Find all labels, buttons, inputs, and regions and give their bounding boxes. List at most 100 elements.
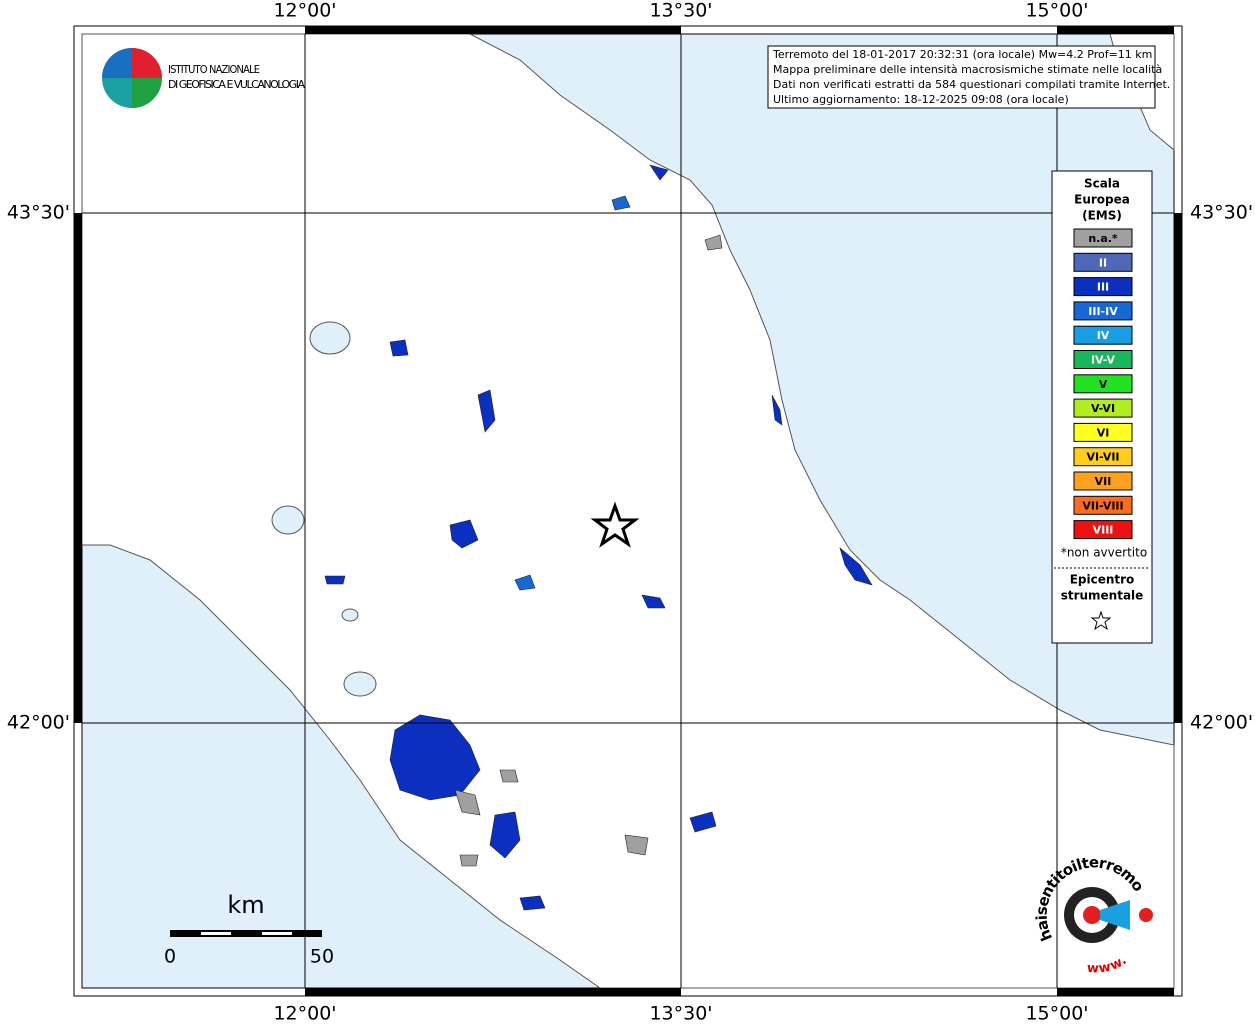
towns — [324, 164, 873, 911]
lake — [343, 671, 377, 697]
legend-label: III — [1097, 281, 1109, 294]
legend-title: (EMS) — [1082, 209, 1122, 223]
legend-swatch — [1073, 520, 1133, 540]
legend-label: VI — [1097, 426, 1110, 439]
legend-star — [1090, 610, 1112, 631]
town — [477, 389, 496, 433]
legend-label: II — [1099, 256, 1107, 269]
town — [611, 195, 631, 211]
town — [704, 234, 723, 251]
frame-bar — [1174, 213, 1182, 723]
logo-segment — [132, 48, 162, 78]
legend-label: IV — [1097, 329, 1110, 342]
legend-label: VI-VII — [1086, 451, 1119, 464]
town — [459, 854, 479, 867]
logo-text: DI GEOFISICA E VULCANOLOGIA — [168, 78, 305, 91]
legend-title: Europea — [1074, 193, 1130, 207]
legend-swatch — [1073, 277, 1133, 297]
town — [324, 575, 346, 585]
lake — [271, 505, 305, 535]
legend-label: V — [1099, 378, 1108, 391]
scale-bar-segment — [262, 932, 292, 935]
lon-label: 15°00' — [1025, 1003, 1088, 1025]
legend-title: Scala — [1084, 177, 1120, 191]
lon-label: 12°00' — [273, 0, 336, 22]
legend-note: *non avvertito — [1061, 546, 1147, 560]
scale-bar: km 0 50 — [164, 891, 334, 968]
legend-epicenter: Epicentro — [1070, 573, 1135, 587]
town — [689, 811, 717, 833]
info-line: Dati non verificati estratti da 584 ques… — [773, 78, 1170, 91]
lake — [341, 608, 359, 622]
legend-swatch — [1073, 325, 1133, 345]
legend-label: III-IV — [1088, 305, 1118, 318]
info-box: Terremoto del 18-01-2017 20:32:31 (ora l… — [767, 45, 1170, 109]
ingv-logo: ISTITUTO NAZIONALE DI GEOFISICA E VULCAN… — [102, 48, 305, 108]
lat-label: 43°30' — [7, 202, 70, 224]
legend-swatch — [1073, 228, 1133, 248]
town — [449, 519, 479, 549]
town — [389, 714, 481, 801]
town — [839, 547, 873, 586]
coordinate-labels: 12°00' 13°30' 15°00' 12°00' 13°30' 15°00… — [7, 0, 1253, 1025]
logo-text: ISTITUTO NAZIONALE — [168, 63, 260, 76]
legend-label: V-VI — [1091, 402, 1115, 415]
lon-label: 13°30' — [649, 1003, 712, 1025]
legend-label: VIII — [1093, 524, 1114, 537]
legend-swatch — [1073, 252, 1133, 272]
logo-dot — [1083, 906, 1101, 924]
frame-bars — [74, 26, 1182, 996]
frame-bar — [74, 213, 82, 723]
info-line: Terremoto del 18-01-2017 20:32:31 (ora l… — [772, 48, 1152, 61]
scale-bar-body — [170, 930, 322, 937]
lat-label: 42°00' — [7, 712, 70, 734]
legend-swatch — [1073, 350, 1133, 369]
lat-label: 42°00' — [1190, 712, 1253, 734]
frame-bar — [305, 26, 681, 34]
town — [771, 394, 783, 426]
info-line: Mappa preliminare delle intensità macros… — [773, 63, 1162, 76]
graticule — [82, 34, 1174, 988]
logo-segment — [132, 78, 162, 108]
lon-label: 13°30' — [649, 0, 712, 22]
frame-bar — [305, 988, 681, 996]
scale-unit: km — [227, 891, 264, 919]
legend-swatch — [1073, 471, 1133, 491]
legend-swatch — [1073, 422, 1133, 442]
logo-speaker — [1100, 900, 1130, 930]
town — [624, 834, 649, 856]
logo-question — [1139, 908, 1153, 922]
town — [514, 574, 536, 591]
legend-swatch — [1073, 447, 1133, 467]
info-frame — [767, 45, 1156, 109]
frame-bar — [1057, 26, 1174, 34]
frame-bar — [1057, 988, 1174, 996]
epicenter-star — [590, 501, 640, 548]
town — [641, 594, 666, 609]
town — [489, 811, 521, 859]
legend-swatch — [1073, 495, 1133, 515]
logo-segment — [102, 48, 132, 78]
town — [499, 769, 519, 783]
scale-bar-segment — [201, 932, 231, 935]
lat-label: 43°30' — [1190, 202, 1253, 224]
legend-epicenter: strumentale — [1061, 589, 1144, 603]
legend-swatch — [1073, 374, 1133, 394]
scale-label: 50 — [310, 946, 334, 968]
town — [389, 339, 409, 357]
lake — [309, 321, 351, 355]
lon-label: 15°00' — [1025, 0, 1088, 22]
land — [81, 33, 1175, 989]
legend: ScalaEuropea(EMS)n.a.*IIIIIIII-IVIVIV-VV… — [1051, 170, 1153, 644]
scale-label: 0 — [164, 946, 176, 968]
legend-label: IV-V — [1091, 354, 1116, 367]
legend-label: VII — [1095, 475, 1112, 488]
town — [454, 789, 481, 816]
lon-label: 12°00' — [273, 1003, 336, 1025]
legend-label: n.a.* — [1088, 232, 1118, 245]
legend-label: VII-VIII — [1082, 499, 1123, 512]
legend-swatch — [1073, 398, 1133, 418]
town — [519, 895, 546, 911]
town — [649, 164, 669, 181]
